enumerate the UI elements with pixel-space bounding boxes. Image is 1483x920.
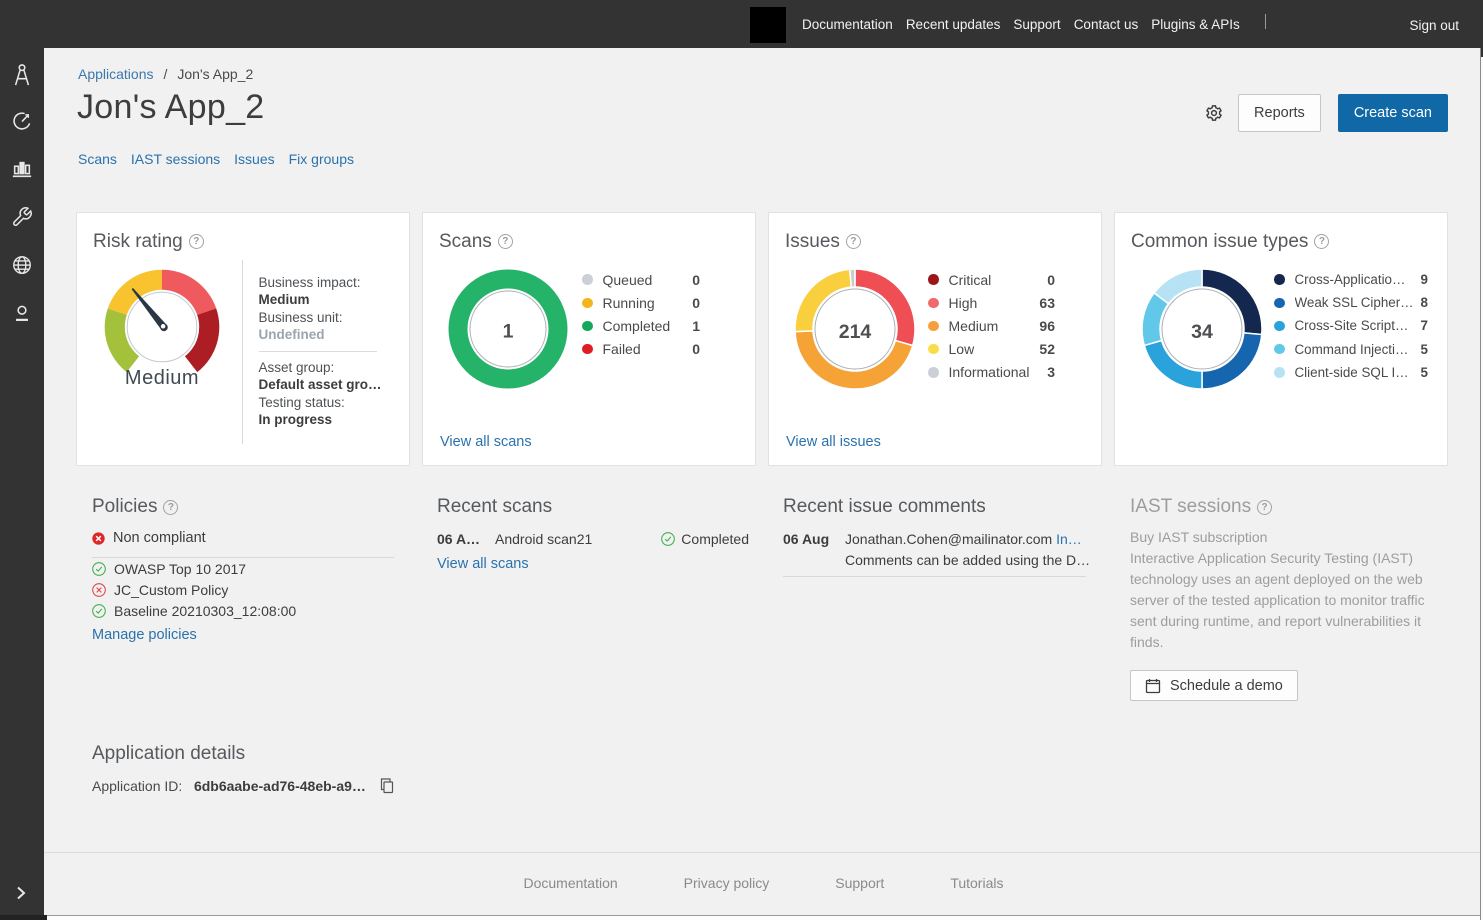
svg-text:214: 214 [838, 321, 871, 343]
svg-text:1: 1 [503, 320, 514, 342]
svg-text:34: 34 [1191, 321, 1213, 343]
